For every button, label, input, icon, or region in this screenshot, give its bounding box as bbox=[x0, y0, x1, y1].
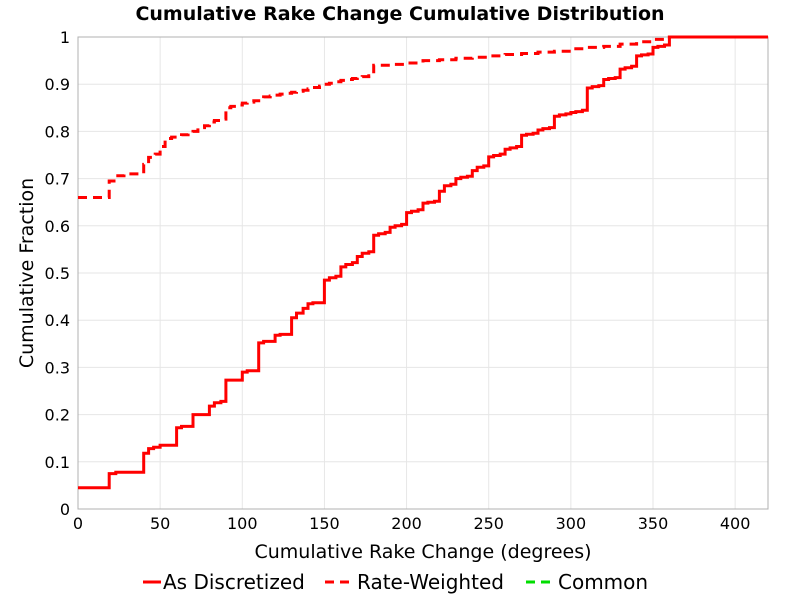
y-tick-label: 0.4 bbox=[45, 311, 70, 330]
series-lines bbox=[78, 35, 768, 490]
x-tick-label: 400 bbox=[720, 514, 751, 533]
legend-label: Common bbox=[558, 570, 648, 594]
x-axis-ticks: 0 50 100 150 200 250 300 350 400 bbox=[73, 514, 751, 533]
grid-lines bbox=[77, 36, 768, 510]
y-tick-label: 0.5 bbox=[45, 264, 70, 283]
series-line-0 bbox=[78, 35, 768, 490]
x-tick-label: 350 bbox=[638, 514, 669, 533]
y-tick-label: 0.6 bbox=[45, 217, 70, 236]
legend-label: As Discretized bbox=[163, 570, 305, 594]
y-tick-label: 0.1 bbox=[45, 453, 70, 472]
y-tick-label: 1 bbox=[60, 28, 70, 47]
x-tick-label: 250 bbox=[473, 514, 504, 533]
y-tick-label: 0.8 bbox=[45, 122, 70, 141]
plot-area bbox=[77, 36, 769, 510]
y-axis-label: Cumulative Fraction bbox=[16, 178, 38, 368]
legend: As Discretized Rate-Weighted Common bbox=[143, 570, 648, 594]
x-tick-label: 300 bbox=[556, 514, 587, 533]
x-axis-label: Cumulative Rake Change (degrees) bbox=[254, 541, 591, 563]
y-tick-label: 0.3 bbox=[45, 358, 70, 377]
x-tick-label: 100 bbox=[227, 514, 258, 533]
series-line-1 bbox=[78, 35, 768, 199]
x-tick-label: 150 bbox=[309, 514, 340, 533]
x-tick-label: 200 bbox=[391, 514, 422, 533]
y-tick-label: 0.2 bbox=[45, 406, 70, 425]
y-tick-label: 0.7 bbox=[45, 170, 70, 189]
y-tick-label: 0 bbox=[60, 500, 70, 519]
x-tick-label: 50 bbox=[150, 514, 170, 533]
x-tick-label: 0 bbox=[73, 514, 83, 533]
y-axis-ticks: 0 0.1 0.2 0.3 0.4 0.5 0.6 0.7 0.8 0.9 1 bbox=[45, 28, 70, 519]
y-tick-label: 0.9 bbox=[45, 75, 70, 94]
chart-title: Cumulative Rake Change Cumulative Distri… bbox=[135, 3, 664, 25]
legend-label: Rate-Weighted bbox=[357, 570, 504, 594]
